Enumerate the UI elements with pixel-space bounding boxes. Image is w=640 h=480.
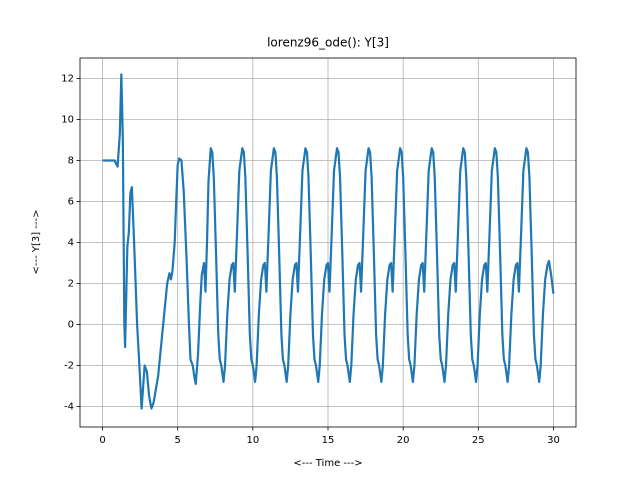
x-tick-label: 10: [246, 435, 259, 446]
y-tick-label: 12: [61, 74, 74, 85]
y-tick-label: -2: [64, 361, 74, 372]
y-tick-label: 0: [68, 320, 74, 331]
y-tick-label: -4: [64, 402, 74, 413]
x-tick-label: 15: [322, 435, 335, 446]
x-tick-label: 5: [175, 435, 181, 446]
data-line: [102, 73, 555, 410]
y-tick-label: 10: [61, 115, 74, 126]
x-tick-label: 30: [547, 435, 560, 446]
plot-frame: [79, 57, 577, 428]
x-tick-label: 25: [472, 435, 485, 446]
chart-title: lorenz96_ode(): Y[3]: [267, 36, 389, 50]
y-tick-label: 8: [68, 156, 74, 167]
x-tick-label: 20: [397, 435, 410, 446]
y-tick-label: 4: [68, 238, 74, 249]
y-axis-label: <--- Y[3] --->: [31, 209, 42, 274]
y-tick-label: 2: [68, 279, 74, 290]
x-tick-label: 0: [99, 435, 105, 446]
y-tick-label: 6: [68, 197, 74, 208]
x-axis-label: <--- Time --->: [293, 458, 362, 469]
